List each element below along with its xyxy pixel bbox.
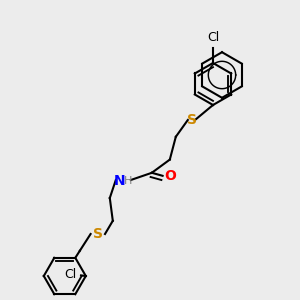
Text: N: N [114, 174, 126, 188]
Text: H: H [124, 176, 132, 186]
Text: Cl: Cl [64, 268, 77, 281]
Text: S: S [93, 227, 103, 241]
Text: Cl: Cl [207, 31, 219, 44]
Text: O: O [164, 169, 176, 183]
Text: S: S [187, 113, 197, 127]
